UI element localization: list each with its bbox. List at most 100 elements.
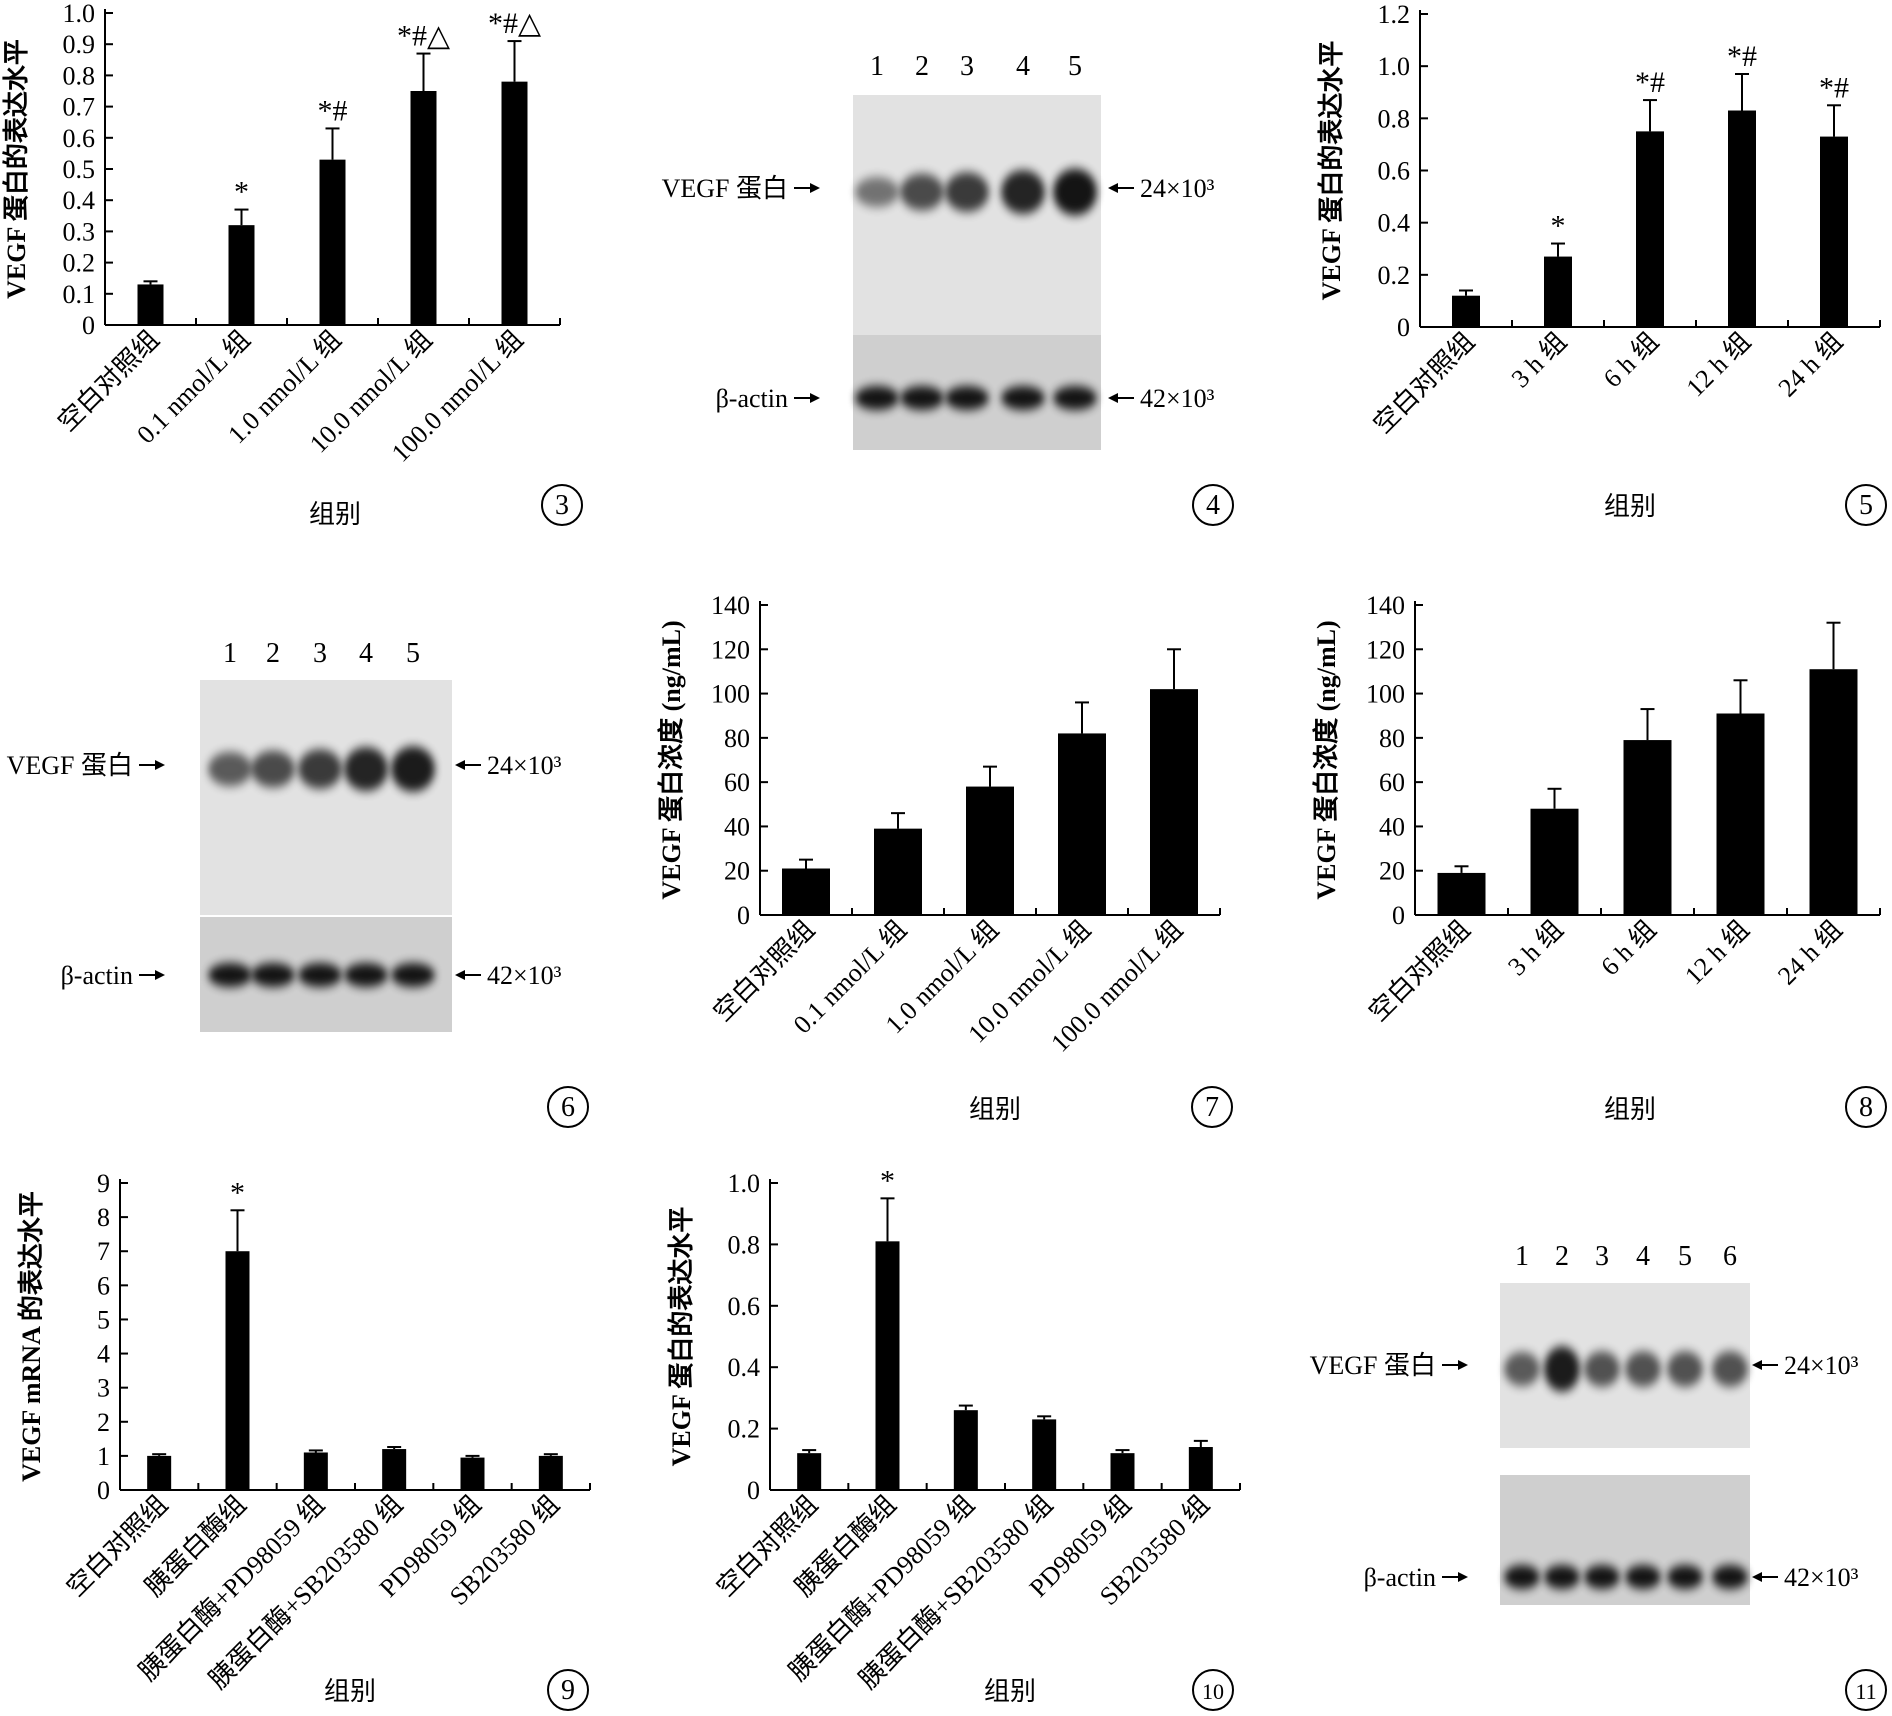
- vegf-band: [391, 746, 435, 792]
- x-axis-label: 组别: [1604, 1095, 1656, 1124]
- actin-band: [1712, 1565, 1748, 1589]
- significance-mark: *#△: [397, 20, 450, 53]
- panel-circle: [1845, 1086, 1887, 1128]
- vegf-band: [1625, 1351, 1661, 1387]
- y-tick-label: 6: [97, 1271, 110, 1300]
- y-tick-label: 0.2: [1378, 261, 1411, 290]
- significance-mark: *#△: [488, 7, 541, 40]
- y-tick-label: 0.3: [63, 217, 96, 246]
- beta-actin-label: β-actin: [716, 384, 788, 413]
- vegf-band: [1667, 1351, 1703, 1387]
- y-tick-label: 0.9: [63, 30, 96, 59]
- y-tick-label: 0.8: [1378, 104, 1411, 133]
- bar: [137, 284, 164, 325]
- y-tick-label: 1.0: [63, 0, 96, 28]
- bar: [501, 81, 528, 325]
- bar: [225, 1251, 250, 1490]
- y-tick-label: 20: [1379, 857, 1405, 886]
- panel-circle: [547, 1669, 589, 1711]
- actin-band: [344, 963, 388, 987]
- lane-number: 1: [870, 51, 884, 82]
- bar: [874, 828, 922, 915]
- panel-number-6: 6: [547, 1086, 589, 1128]
- lane-number: 3: [313, 638, 327, 669]
- bar: [1452, 295, 1480, 327]
- y-tick-label: 80: [1379, 724, 1405, 753]
- y-tick-label: 0: [82, 311, 95, 340]
- bar: [228, 225, 255, 325]
- left-arrow-icon: [455, 970, 465, 980]
- bar: [147, 1455, 172, 1490]
- panel-number-text: 6: [561, 1092, 575, 1123]
- bar: [1636, 131, 1664, 327]
- beta-actin-label: β-actin: [1364, 1563, 1436, 1592]
- y-tick-label: 0: [747, 1476, 760, 1505]
- vegf-band: [1712, 1351, 1748, 1387]
- actin-band: [208, 963, 252, 987]
- right-arrow-icon: [810, 393, 820, 403]
- x-category-label: 12 h 组: [1679, 915, 1755, 991]
- lane-number: 5: [406, 638, 420, 669]
- y-tick-label: 0.2: [63, 249, 96, 278]
- panel-number-4: 4: [1192, 484, 1234, 526]
- bar: [1623, 740, 1672, 915]
- bar: [1437, 872, 1486, 915]
- panel-circle: [541, 484, 583, 526]
- y-tick-label: 140: [711, 591, 750, 620]
- bar: [1544, 256, 1572, 327]
- x-category-label: 3 h 组: [1506, 327, 1572, 393]
- y-axis-label: VEGF 蛋白浓度 (ng/mL): [656, 620, 686, 899]
- lane-number: 3: [960, 51, 974, 82]
- y-tick-label: 60: [1379, 768, 1405, 797]
- bar: [319, 159, 346, 325]
- y-tick-label: 120: [1366, 635, 1405, 664]
- vegf-membrane: [853, 95, 1101, 335]
- vegf-band: [1001, 170, 1045, 214]
- actin-band: [251, 963, 295, 987]
- panel-number-text: 3: [555, 490, 569, 521]
- y-axis-label: VEGF 蛋白的表达水平: [666, 1207, 696, 1467]
- bar: [966, 786, 1014, 915]
- y-tick-label: 0.8: [63, 61, 96, 90]
- panel-number-text: 8: [1859, 1092, 1873, 1123]
- x-axis-label: 组别: [969, 1095, 1021, 1124]
- vegf-band: [855, 177, 899, 207]
- actin-band: [945, 386, 989, 410]
- bar: [782, 868, 830, 915]
- vegf-protein-label: VEGF 蛋白: [7, 751, 133, 780]
- bar: [1110, 1453, 1135, 1490]
- panel-circle: [1192, 484, 1234, 526]
- lane-number: 1: [223, 638, 237, 669]
- bar: [1820, 136, 1848, 327]
- vegf-band: [1544, 1346, 1580, 1392]
- y-tick-label: 1: [97, 1442, 110, 1471]
- significance-mark: *: [880, 1164, 895, 1197]
- vegf-band: [900, 173, 944, 211]
- y-tick-label: 2: [97, 1408, 110, 1437]
- bar: [1530, 808, 1579, 915]
- y-tick-label: 1.0: [728, 1169, 761, 1198]
- significance-mark: *#: [1635, 66, 1665, 99]
- panel-number-9: 9: [547, 1669, 589, 1711]
- lane-number: 2: [1555, 1241, 1569, 1272]
- lane-number: 4: [1636, 1241, 1650, 1272]
- y-tick-label: 9: [97, 1169, 110, 1198]
- vegf-protein-label: VEGF 蛋白: [662, 174, 788, 203]
- y-tick-label: 0.6: [1378, 157, 1411, 186]
- y-tick-label: 100: [711, 680, 750, 709]
- panel-number-text: 11: [1855, 1679, 1876, 1704]
- significance-mark: *#: [318, 94, 348, 127]
- y-tick-label: 5: [97, 1305, 110, 1334]
- y-tick-label: 60: [724, 768, 750, 797]
- actin-band: [1001, 386, 1045, 410]
- right-arrow-icon: [155, 970, 165, 980]
- molecular-size-label: 24×10³: [1140, 174, 1215, 203]
- x-category-label: 空白对照组: [1368, 327, 1480, 439]
- panel-number-text: 9: [561, 1675, 575, 1706]
- molecular-size-label: 42×10³: [1784, 1563, 1859, 1592]
- actin-band: [1544, 1565, 1580, 1589]
- panel-number-text: 4: [1206, 490, 1220, 521]
